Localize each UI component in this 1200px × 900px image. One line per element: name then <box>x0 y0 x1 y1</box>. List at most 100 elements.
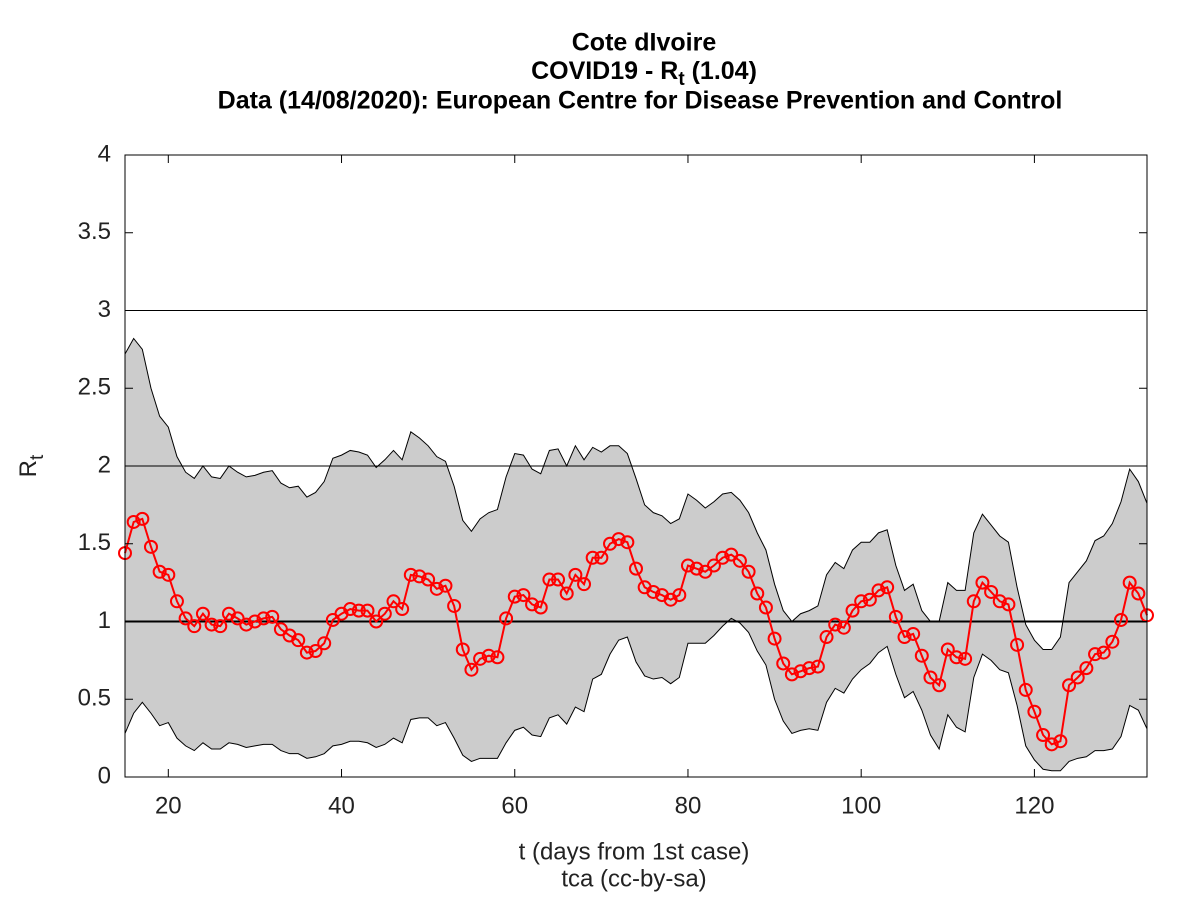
y-axis-label: Rt <box>15 454 48 477</box>
rt-point <box>802 661 817 676</box>
title-subscript: t <box>678 69 685 90</box>
rt-point <box>161 567 176 582</box>
rt-point <box>299 645 314 660</box>
y-tick-label: 0.5 <box>78 685 111 712</box>
rt-point <box>1131 586 1146 601</box>
rt-point <box>377 606 392 621</box>
rt-point <box>429 581 444 596</box>
rt-point <box>836 620 851 635</box>
rt-point <box>516 588 531 603</box>
rt-point <box>1079 661 1094 676</box>
y-tick-label: 4 <box>98 140 111 167</box>
rt-point <box>854 594 869 609</box>
rt-point <box>585 550 600 565</box>
rt-point <box>421 572 436 587</box>
rt-point <box>689 561 704 576</box>
rt-point <box>473 651 488 666</box>
rt-point <box>1114 612 1129 627</box>
rt-point <box>828 617 843 632</box>
rt-point <box>646 584 661 599</box>
confidence-band <box>125 338 1147 771</box>
rt-point <box>741 564 756 579</box>
rt-point <box>1096 645 1111 660</box>
rt-point <box>992 594 1007 609</box>
rt-point <box>1105 634 1120 649</box>
title-part: (1.04) <box>685 57 757 85</box>
rt-point <box>317 636 332 651</box>
rt-point <box>490 650 505 665</box>
rt-point <box>1044 737 1059 752</box>
rt-point <box>169 594 184 609</box>
rt-point <box>862 592 877 607</box>
y-tick-label: 1.5 <box>78 529 111 556</box>
y-tick-label: 3 <box>98 296 111 323</box>
rt-point <box>845 603 860 618</box>
rt-point <box>880 580 895 595</box>
y-label-part: R <box>15 460 42 477</box>
rt-point <box>533 600 548 615</box>
rt-point <box>481 648 496 663</box>
rt-point <box>767 631 782 646</box>
rt-point <box>143 539 158 554</box>
rt-point <box>195 606 210 621</box>
rt-point <box>395 602 410 617</box>
y-tick-label: 0 <box>98 762 111 789</box>
rt-point <box>620 535 635 550</box>
rt-point <box>291 633 306 648</box>
rt-point <box>732 553 747 568</box>
rt-point <box>906 626 921 641</box>
rt-point <box>213 619 228 634</box>
rt-point <box>126 514 141 529</box>
y-label-subscript: t <box>27 454 48 460</box>
rt-point <box>888 609 903 624</box>
rt-point <box>672 588 687 603</box>
chart-title: Cote dIvoire <box>572 29 717 57</box>
rt-point <box>135 511 150 526</box>
x-tick-label: 60 <box>501 792 528 819</box>
rt-point <box>551 572 566 587</box>
rt-point <box>507 589 522 604</box>
rt-point <box>577 577 592 592</box>
rt-point <box>187 619 202 634</box>
rt-point <box>438 578 453 593</box>
rt-point <box>784 667 799 682</box>
rt-point <box>715 550 730 565</box>
rt-point <box>455 642 470 657</box>
rt-point <box>975 575 990 590</box>
rt-point <box>499 611 514 626</box>
rt-point <box>594 550 609 565</box>
title-part: COVID19 - R <box>531 57 678 85</box>
y-tick-label: 2 <box>98 451 111 478</box>
rt-point <box>1001 597 1016 612</box>
rt-point <box>750 586 765 601</box>
caption: tca (cc-by-sa) <box>561 865 706 892</box>
rt-point <box>1018 682 1033 697</box>
rt-point <box>525 597 540 612</box>
rt-point <box>914 648 929 663</box>
rt-point <box>152 564 167 579</box>
rt-point <box>412 569 427 584</box>
rt-point <box>1088 647 1103 662</box>
rt-point <box>923 670 938 685</box>
rt-point <box>1010 637 1025 652</box>
rt-point <box>1053 734 1068 749</box>
rt-point <box>1062 678 1077 693</box>
rt-point <box>758 600 773 615</box>
chart-source: Data (14/08/2020): European Centre for D… <box>218 87 1063 115</box>
rt-point <box>247 614 262 629</box>
rt-point <box>1036 728 1051 743</box>
rt-point <box>559 586 574 601</box>
x-tick-label: 80 <box>675 792 702 819</box>
x-axis-label: t (days from 1st case) <box>519 838 750 865</box>
rt-point <box>178 611 193 626</box>
rt-point <box>897 630 912 645</box>
rt-point <box>680 558 695 573</box>
y-tick-label: 1 <box>98 607 111 634</box>
rt-point <box>239 617 254 632</box>
rt-point <box>343 602 358 617</box>
y-tick-label: 3.5 <box>78 218 111 245</box>
rt-point <box>819 630 834 645</box>
rt-point <box>776 656 791 671</box>
